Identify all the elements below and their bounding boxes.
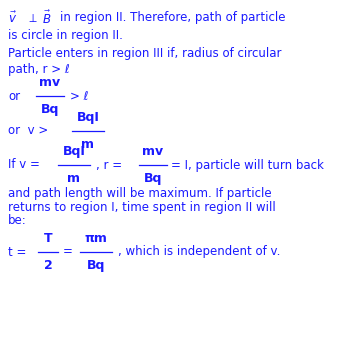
Text: = I, particle will turn back: = I, particle will turn back	[171, 158, 324, 172]
Text: be:: be:	[8, 214, 27, 228]
Text: $\perp$: $\perp$	[26, 11, 38, 24]
Text: Bq: Bq	[87, 259, 105, 272]
Text: m: m	[82, 138, 95, 151]
Text: , which is independent of v.: , which is independent of v.	[118, 245, 280, 259]
Text: Bq: Bq	[41, 103, 59, 116]
Text: m: m	[68, 172, 81, 185]
Text: mv: mv	[142, 145, 164, 158]
Text: $\vec{v}$: $\vec{v}$	[8, 10, 17, 25]
Text: or  v >: or v >	[8, 125, 48, 137]
Text: in region II. Therefore, path of particle: in region II. Therefore, path of particl…	[60, 11, 286, 24]
Text: =: =	[63, 245, 73, 259]
Text: > ℓ: > ℓ	[70, 89, 88, 103]
Text: t =: t =	[8, 245, 27, 259]
Text: πm: πm	[85, 232, 107, 245]
Text: returns to region I, time spent in region II will: returns to region I, time spent in regio…	[8, 200, 276, 214]
Text: 2: 2	[44, 259, 52, 272]
Text: , r =: , r =	[96, 158, 122, 172]
Text: $\vec{B}$: $\vec{B}$	[42, 9, 51, 26]
Text: or: or	[8, 89, 20, 103]
Text: mv: mv	[39, 76, 61, 89]
Text: Particle enters in region III if, radius of circular: Particle enters in region III if, radius…	[8, 47, 282, 60]
Text: BqI: BqI	[63, 145, 85, 158]
Text: path, r > ℓ: path, r > ℓ	[8, 63, 70, 77]
Text: T: T	[44, 232, 52, 245]
Text: If v =: If v =	[8, 158, 40, 172]
Text: BqI: BqI	[76, 111, 99, 124]
Text: Bq: Bq	[144, 172, 162, 185]
Text: is circle in region II.: is circle in region II.	[8, 30, 123, 42]
Text: and path length will be maximum. If particle: and path length will be maximum. If part…	[8, 187, 272, 199]
